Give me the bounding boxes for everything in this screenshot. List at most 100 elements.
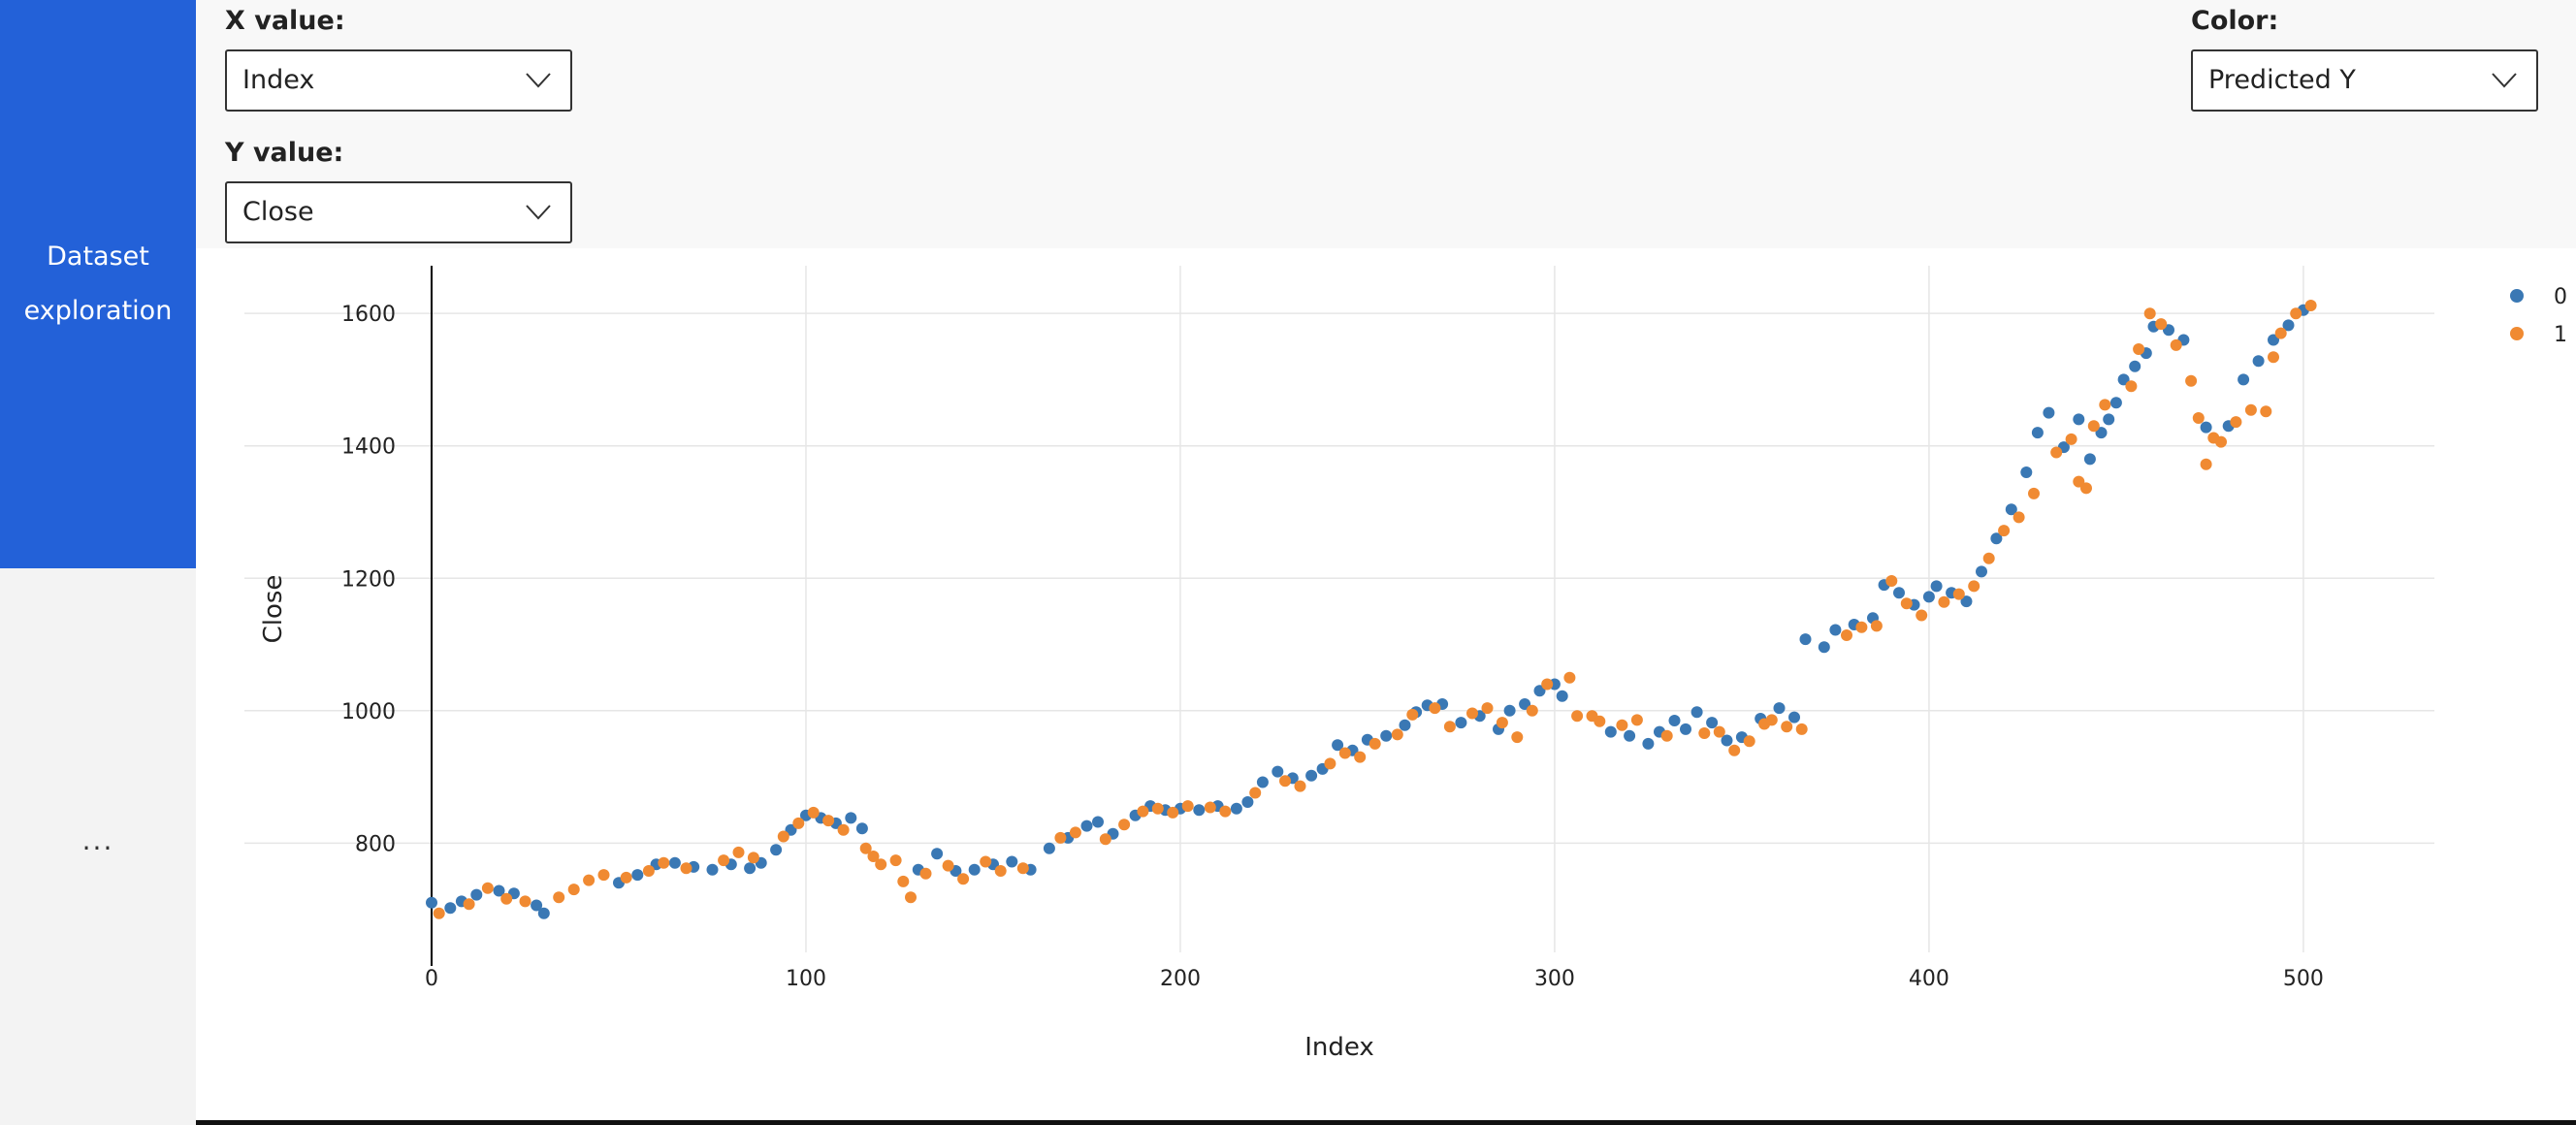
data-point-series-1[interactable] [680,862,692,875]
data-point-series-1[interactable] [1795,723,1808,735]
data-point-series-1[interactable] [2099,399,2111,411]
chart-legend[interactable]: 01 [2510,285,2567,347]
data-point-series-0[interactable] [1668,715,1681,726]
data-point-series-1[interactable] [747,852,759,864]
data-point-series-0[interactable] [493,884,505,897]
data-point-series-0[interactable] [1922,591,1935,603]
data-point-series-1[interactable] [1728,744,1741,756]
data-point-series-1[interactable] [1998,525,2011,537]
data-point-series-1[interactable] [1054,831,1067,844]
data-point-series-1[interactable] [2192,412,2205,424]
data-point-series-1[interactable] [2087,420,2100,433]
data-point-series-1[interactable] [1781,721,1793,733]
data-point-series-1[interactable] [1616,719,1628,731]
data-point-series-0[interactable] [426,896,437,909]
data-point-series-1[interactable] [2185,374,2198,387]
data-point-series-1[interactable] [1466,707,1478,720]
data-point-series-1[interactable] [519,895,531,908]
data-point-series-0[interactable] [744,862,757,875]
data-point-series-1[interactable] [1204,801,1216,814]
data-point-series-0[interactable] [2083,453,2096,466]
color-dropdown[interactable]: Predicted Y [2191,49,2538,112]
data-point-series-1[interactable] [1354,751,1367,763]
data-point-series-1[interactable] [1594,715,1606,727]
data-point-series-1[interactable] [1279,775,1291,788]
data-point-series-0[interactable] [2200,421,2212,434]
data-point-series-1[interactable] [620,871,632,884]
data-point-series-1[interactable] [2155,318,2168,331]
data-point-series-0[interactable] [845,812,857,824]
x-value-dropdown[interactable]: Index [225,49,572,112]
data-point-series-0[interactable] [1241,796,1254,808]
data-point-series-0[interactable] [931,848,944,860]
data-point-series-0[interactable] [1893,587,1905,599]
data-point-series-0[interactable] [1455,717,1467,729]
data-point-series-0[interactable] [2129,360,2141,372]
data-point-series-0[interactable] [706,863,719,876]
data-point-series-1[interactable] [1368,737,1381,750]
data-point-series-1[interactable] [2143,307,2156,320]
data-point-series-0[interactable] [1690,706,1703,719]
data-point-series-1[interactable] [875,858,887,871]
data-point-series-0[interactable] [1080,820,1093,832]
data-point-series-1[interactable] [1069,826,1081,839]
data-point-series-0[interactable] [1976,565,1987,578]
data-point-series-0[interactable] [1788,711,1800,723]
data-point-series-1[interactable] [2304,300,2317,311]
data-point-series-1[interactable] [2133,343,2145,355]
data-point-series-1[interactable] [822,815,835,827]
data-point-series-0[interactable] [1930,580,1943,593]
data-point-series-0[interactable] [1006,855,1018,868]
data-point-series-1[interactable] [500,892,513,905]
data-point-series-1[interactable] [2065,433,2077,445]
data-point-series-1[interactable] [2012,511,2025,524]
data-point-series-0[interactable] [1721,734,1733,747]
data-point-series-1[interactable] [567,884,580,896]
data-point-series-1[interactable] [1249,787,1262,799]
data-point-series-0[interactable] [1533,685,1546,697]
data-point-series-1[interactable] [732,846,745,858]
nav-item-dataset-exploration[interactable]: Dataset exploration [0,0,196,568]
data-point-series-0[interactable] [1642,737,1655,750]
data-point-series-1[interactable] [2215,435,2227,448]
data-point-series-1[interactable] [2268,351,2279,364]
data-point-series-1[interactable] [867,851,880,862]
data-point-series-1[interactable] [1324,757,1336,770]
data-point-series-0[interactable] [1990,532,2003,545]
data-point-series-1[interactable] [1982,552,1995,564]
more-options-button[interactable]: ... [81,824,114,856]
data-point-series-1[interactable] [1496,717,1508,729]
data-point-series-0[interactable] [1556,690,1568,702]
data-point-series-1[interactable] [837,823,850,836]
data-point-series-1[interactable] [1900,597,1913,610]
data-point-series-1[interactable] [1571,710,1584,723]
data-point-series-1[interactable] [1429,702,1441,715]
data-point-series-1[interactable] [1137,805,1149,818]
data-point-series-1[interactable] [553,891,565,904]
data-point-series-1[interactable] [897,875,910,887]
data-point-series-1[interactable] [433,907,445,919]
data-point-series-1[interactable] [1563,671,1576,684]
data-point-series-1[interactable] [481,882,494,894]
data-point-series-1[interactable] [1338,747,1351,759]
data-point-series-0[interactable] [855,822,868,835]
data-point-series-0[interactable] [2117,373,2130,386]
data-point-series-1[interactable] [1630,714,1643,726]
data-point-series-1[interactable] [658,856,670,869]
data-point-series-0[interactable] [668,856,681,869]
data-point-series-1[interactable] [2200,458,2212,470]
data-point-series-1[interactable] [1526,704,1538,717]
data-point-series-1[interactable] [1181,800,1194,813]
data-point-series-0[interactable] [2238,373,2250,386]
data-point-series-1[interactable] [597,869,610,882]
data-point-series-1[interactable] [889,854,902,867]
data-point-series-0[interactable] [531,899,543,912]
data-point-series-1[interactable] [1511,731,1524,744]
data-point-series-0[interactable] [2095,427,2108,439]
data-point-series-0[interactable] [2005,503,2017,516]
data-point-series-0[interactable] [470,888,483,901]
data-point-series-0[interactable] [2109,397,2122,409]
data-point-series-0[interactable] [1604,725,1617,738]
data-point-series-1[interactable] [2125,380,2138,393]
data-point-series-0[interactable] [2268,334,2279,346]
